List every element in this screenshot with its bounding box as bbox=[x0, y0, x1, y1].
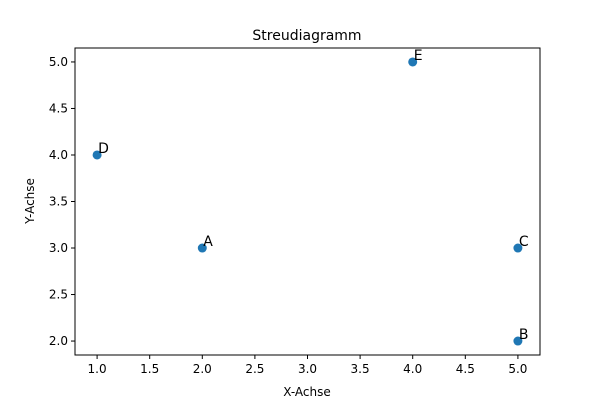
y-tick-label: 3.5 bbox=[49, 195, 68, 209]
y-axis: 2.0 2.5 3.0 3.5 4.0 4.5 5.0 bbox=[49, 55, 75, 348]
point-label-e: E bbox=[414, 48, 423, 64]
y-tick-label: 4.0 bbox=[49, 148, 68, 162]
x-tick-label: 3.0 bbox=[298, 362, 317, 376]
point-label-b: B bbox=[519, 327, 529, 343]
scatter-point-d bbox=[92, 150, 102, 160]
plot-frame bbox=[74, 47, 541, 356]
point-label-a: A bbox=[203, 234, 213, 250]
scatter-point-e bbox=[408, 57, 418, 67]
point-label-c: C bbox=[519, 234, 529, 250]
x-tick-label: 5.0 bbox=[508, 362, 527, 376]
x-tick-label: 3.5 bbox=[351, 362, 370, 376]
y-axis-label: Y-Achse bbox=[23, 178, 37, 225]
y-tick-label: 2.5 bbox=[49, 288, 68, 302]
x-axis: 1.0 1.5 2.0 2.5 3.0 3.5 4.0 4.5 5.0 bbox=[88, 355, 527, 376]
x-axis-label: X-Achse bbox=[283, 385, 331, 399]
x-tick-label: 2.0 bbox=[193, 362, 212, 376]
scatter-point-c bbox=[513, 243, 523, 253]
y-tick-label: 3.0 bbox=[49, 241, 68, 255]
scatter-point-a bbox=[197, 243, 207, 253]
scatter-point-b bbox=[513, 336, 523, 346]
x-tick-label: 4.0 bbox=[403, 362, 422, 376]
data-points: A B C D E bbox=[92, 48, 529, 346]
y-tick-label: 2.0 bbox=[49, 334, 68, 348]
chart-title: Streudiagramm bbox=[252, 28, 361, 44]
point-label-d: D bbox=[98, 141, 109, 157]
x-tick-label: 1.0 bbox=[88, 362, 107, 376]
x-tick-label: 4.5 bbox=[456, 362, 475, 376]
x-tick-label: 2.5 bbox=[245, 362, 264, 376]
y-tick-label: 5.0 bbox=[49, 55, 68, 69]
y-tick-label: 4.5 bbox=[49, 101, 68, 115]
x-tick-label: 1.5 bbox=[140, 362, 159, 376]
